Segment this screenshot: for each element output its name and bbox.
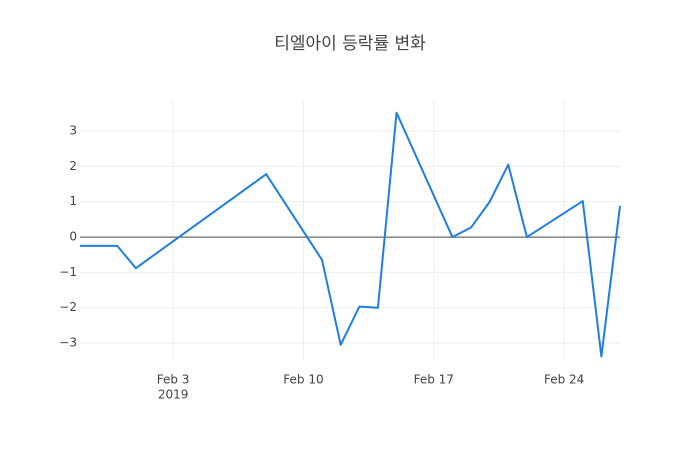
x-tick-label: Feb 17 [414, 373, 454, 387]
chart-title: 티엘아이 등락률 변화 [274, 34, 426, 54]
y-tick-label: 3 [69, 124, 77, 138]
y-tick-label: −3 [59, 336, 77, 350]
line [80, 111, 621, 358]
x-tick-year: 2019 [158, 388, 189, 402]
y-tick-label: −2 [59, 300, 77, 314]
x-tick-label: Feb 3 [157, 373, 190, 387]
y-tick-label: −1 [59, 265, 77, 279]
x-tick-label: Feb 10 [283, 373, 323, 387]
y-tick-label: 0 [69, 230, 77, 244]
y-tick-label: 2 [69, 159, 77, 173]
x-tick-label: Feb 24 [544, 373, 584, 387]
y-tick-label: 1 [69, 194, 77, 208]
